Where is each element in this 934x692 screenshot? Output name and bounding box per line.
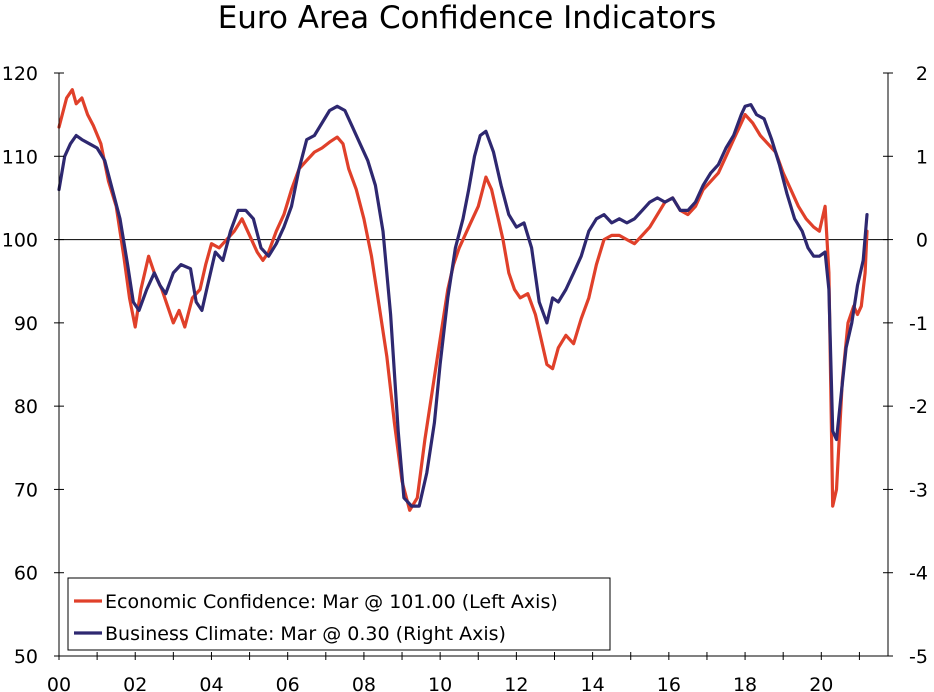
right-axis-tick-label: -3: [909, 479, 928, 501]
left-axis-tick-label: 100: [2, 230, 38, 252]
legend-box: [67, 577, 611, 651]
x-axis-tick-label: 10: [428, 674, 452, 692]
right-axis-tick-label: -4: [909, 563, 928, 585]
x-axis-tick-label: 06: [276, 674, 300, 692]
series-line-economic-confidence: [57, 88, 869, 512]
x-axis-tick-label: 18: [733, 674, 757, 692]
legend-label-business-climate: Business Climate: Mar @ 0.30 (Right Axis…: [105, 623, 506, 645]
right-axis-tick-label: -1: [909, 313, 928, 335]
x-axis-tick-label: 14: [581, 674, 605, 692]
chart-title: Euro Area Confidence Indicators: [217, 0, 717, 36]
x-axis-tick-label: 20: [809, 674, 833, 692]
left-axis-tick-label: 120: [2, 63, 38, 85]
x-axis-tick-label: 08: [352, 674, 376, 692]
right-axis-tick-label: -2: [909, 396, 928, 418]
right-axis-tick-label: 2: [916, 63, 928, 85]
right-axis-tick-label: -5: [909, 646, 928, 668]
x-axis-tick-label: 02: [123, 674, 147, 692]
left-axis-tick-label: 50: [14, 646, 38, 668]
x-axis-tick-label: 16: [657, 674, 681, 692]
series-line-business-climate: [57, 102, 869, 508]
right-axis-tick-label: 0: [916, 230, 928, 252]
left-axis-tick-label: 70: [14, 479, 38, 501]
left-axis-tick-label: 90: [14, 313, 38, 335]
x-axis-tick-label: 12: [504, 674, 528, 692]
left-axis-tick-label: 60: [14, 563, 38, 585]
x-axis-tick-label: 04: [199, 674, 223, 692]
legend-label-economic-confidence: Economic Confidence: Mar @ 101.00 (Left …: [105, 591, 558, 613]
x-axis-tick-label: 00: [47, 674, 71, 692]
right-axis-tick-label: 1: [916, 146, 928, 168]
left-axis-tick-label: 110: [2, 146, 38, 168]
left-axis-tick-label: 80: [14, 396, 38, 418]
